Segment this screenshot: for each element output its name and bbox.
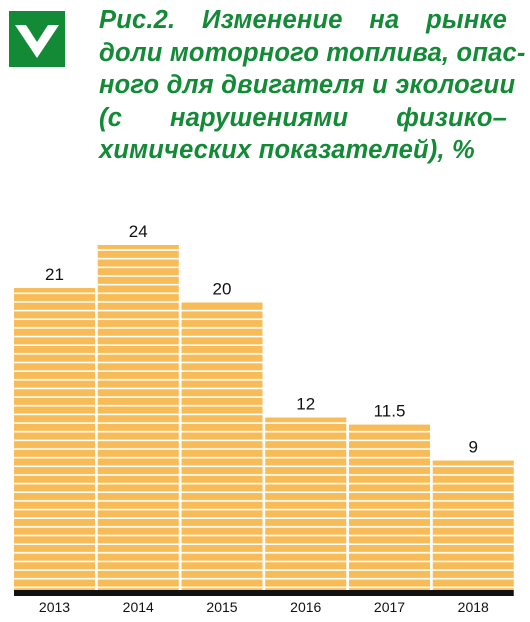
data-label: 24: [129, 222, 148, 241]
bar: [14, 288, 95, 591]
data-label: 21: [45, 265, 64, 284]
chart-title-line: (с нарушениями физико–: [99, 103, 507, 132]
bar: [181, 302, 263, 590]
x-tick-label: 2016: [290, 599, 321, 615]
bar-top-edge: [97, 245, 179, 247]
bar: [97, 245, 179, 590]
data-label: 11.5: [374, 402, 406, 421]
check-chevron-icon: [9, 11, 65, 67]
value-labels-layer: 21 24 20 12 11.5 9: [45, 222, 478, 457]
data-label: 12: [296, 395, 315, 414]
chart-title: Рис.2. Изменение на рынке доли моторного…: [99, 4, 526, 167]
x-axis-baseline: [14, 590, 514, 596]
x-tick-label: 2018: [458, 599, 489, 615]
x-tick-label: 2015: [206, 599, 237, 615]
x-tick-label: 2014: [123, 599, 154, 615]
tick-labels-layer: 2013 2014 2015 2016 2017 2018: [39, 599, 489, 615]
bars-layer: [14, 245, 514, 591]
bar-top-edge: [349, 424, 430, 427]
bar: [432, 460, 514, 591]
bar-top-edge: [14, 288, 95, 291]
x-tick-label: 2013: [39, 599, 70, 615]
logo-icon: [9, 11, 65, 67]
chart-title-line: Рис.2. Изменение на рынке: [99, 6, 507, 34]
bar: [265, 417, 347, 590]
data-label: 20: [213, 280, 232, 299]
chart-title-line: доли моторного топлива, опас-: [99, 38, 526, 67]
chart-title-line: ного для двигателя и экологии: [99, 71, 516, 99]
data-label: 9: [469, 438, 478, 457]
bar-top-edge: [181, 302, 263, 305]
chart-title-line: химических показателей), %: [99, 136, 475, 164]
bar-top-edge: [432, 460, 514, 463]
bar: [349, 424, 430, 590]
x-tick-label: 2017: [374, 599, 405, 615]
bar-top-edge: [265, 417, 347, 420]
